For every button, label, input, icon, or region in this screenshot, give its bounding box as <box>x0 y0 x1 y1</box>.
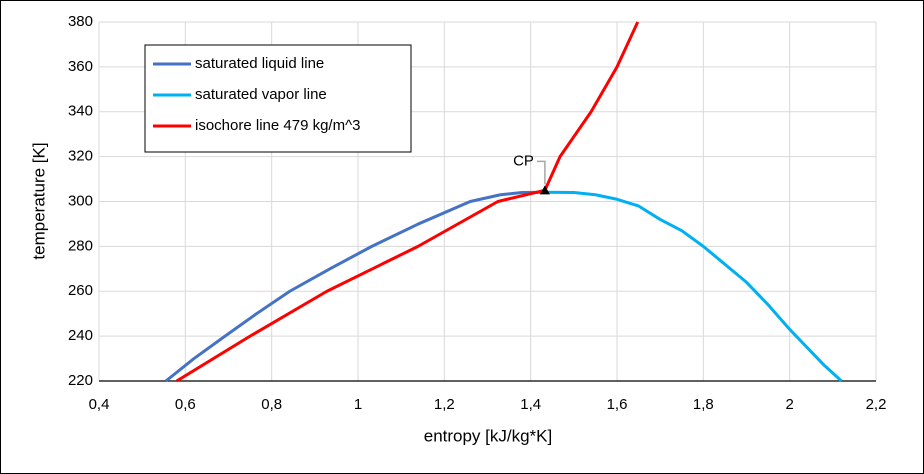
y-axis-title: temperature [K] <box>29 142 48 259</box>
y-tick-label: 280 <box>68 237 93 254</box>
x-tick-label: 0,6 <box>175 396 196 413</box>
x-tick-label: 1,2 <box>434 396 455 413</box>
x-tick-label: 2,2 <box>866 396 887 413</box>
y-tick-label: 360 <box>68 58 93 75</box>
annotation-label: CP <box>513 152 534 169</box>
y-tick-label: 220 <box>68 372 93 389</box>
annotation-marker <box>539 185 550 195</box>
series-line <box>164 190 545 383</box>
x-tick-label: 1,4 <box>520 396 541 413</box>
y-tick-label: 380 <box>68 13 93 30</box>
x-tick-label: 1,8 <box>693 396 714 413</box>
series-line <box>175 21 640 383</box>
legend: saturated liquid line saturated vapor lin… <box>144 44 412 153</box>
y-tick-label: 260 <box>68 282 93 299</box>
plot-area <box>164 21 843 383</box>
y-tick-label: 320 <box>68 148 93 165</box>
y-tick-label: 300 <box>68 192 93 209</box>
legend-label: isochore line 479 kg/m^3 <box>195 117 360 134</box>
x-tick-label: 0,8 <box>261 396 282 413</box>
legend-label: saturated vapor line <box>195 86 327 103</box>
x-tick-label: 1 <box>354 396 362 413</box>
grid <box>98 21 877 382</box>
annotation-leader <box>536 160 546 185</box>
x-tick-label: 1,6 <box>607 396 628 413</box>
x-axis-title: entropy [kJ/kg*K] <box>424 426 553 445</box>
y-tick-label: 240 <box>68 327 93 344</box>
legend-label: saturated liquid line <box>195 55 324 72</box>
series-line <box>544 190 843 383</box>
x-tick-label: 0,4 <box>89 396 110 413</box>
y-tick-label: 340 <box>68 103 93 120</box>
x-tick-label: 2 <box>785 396 793 413</box>
